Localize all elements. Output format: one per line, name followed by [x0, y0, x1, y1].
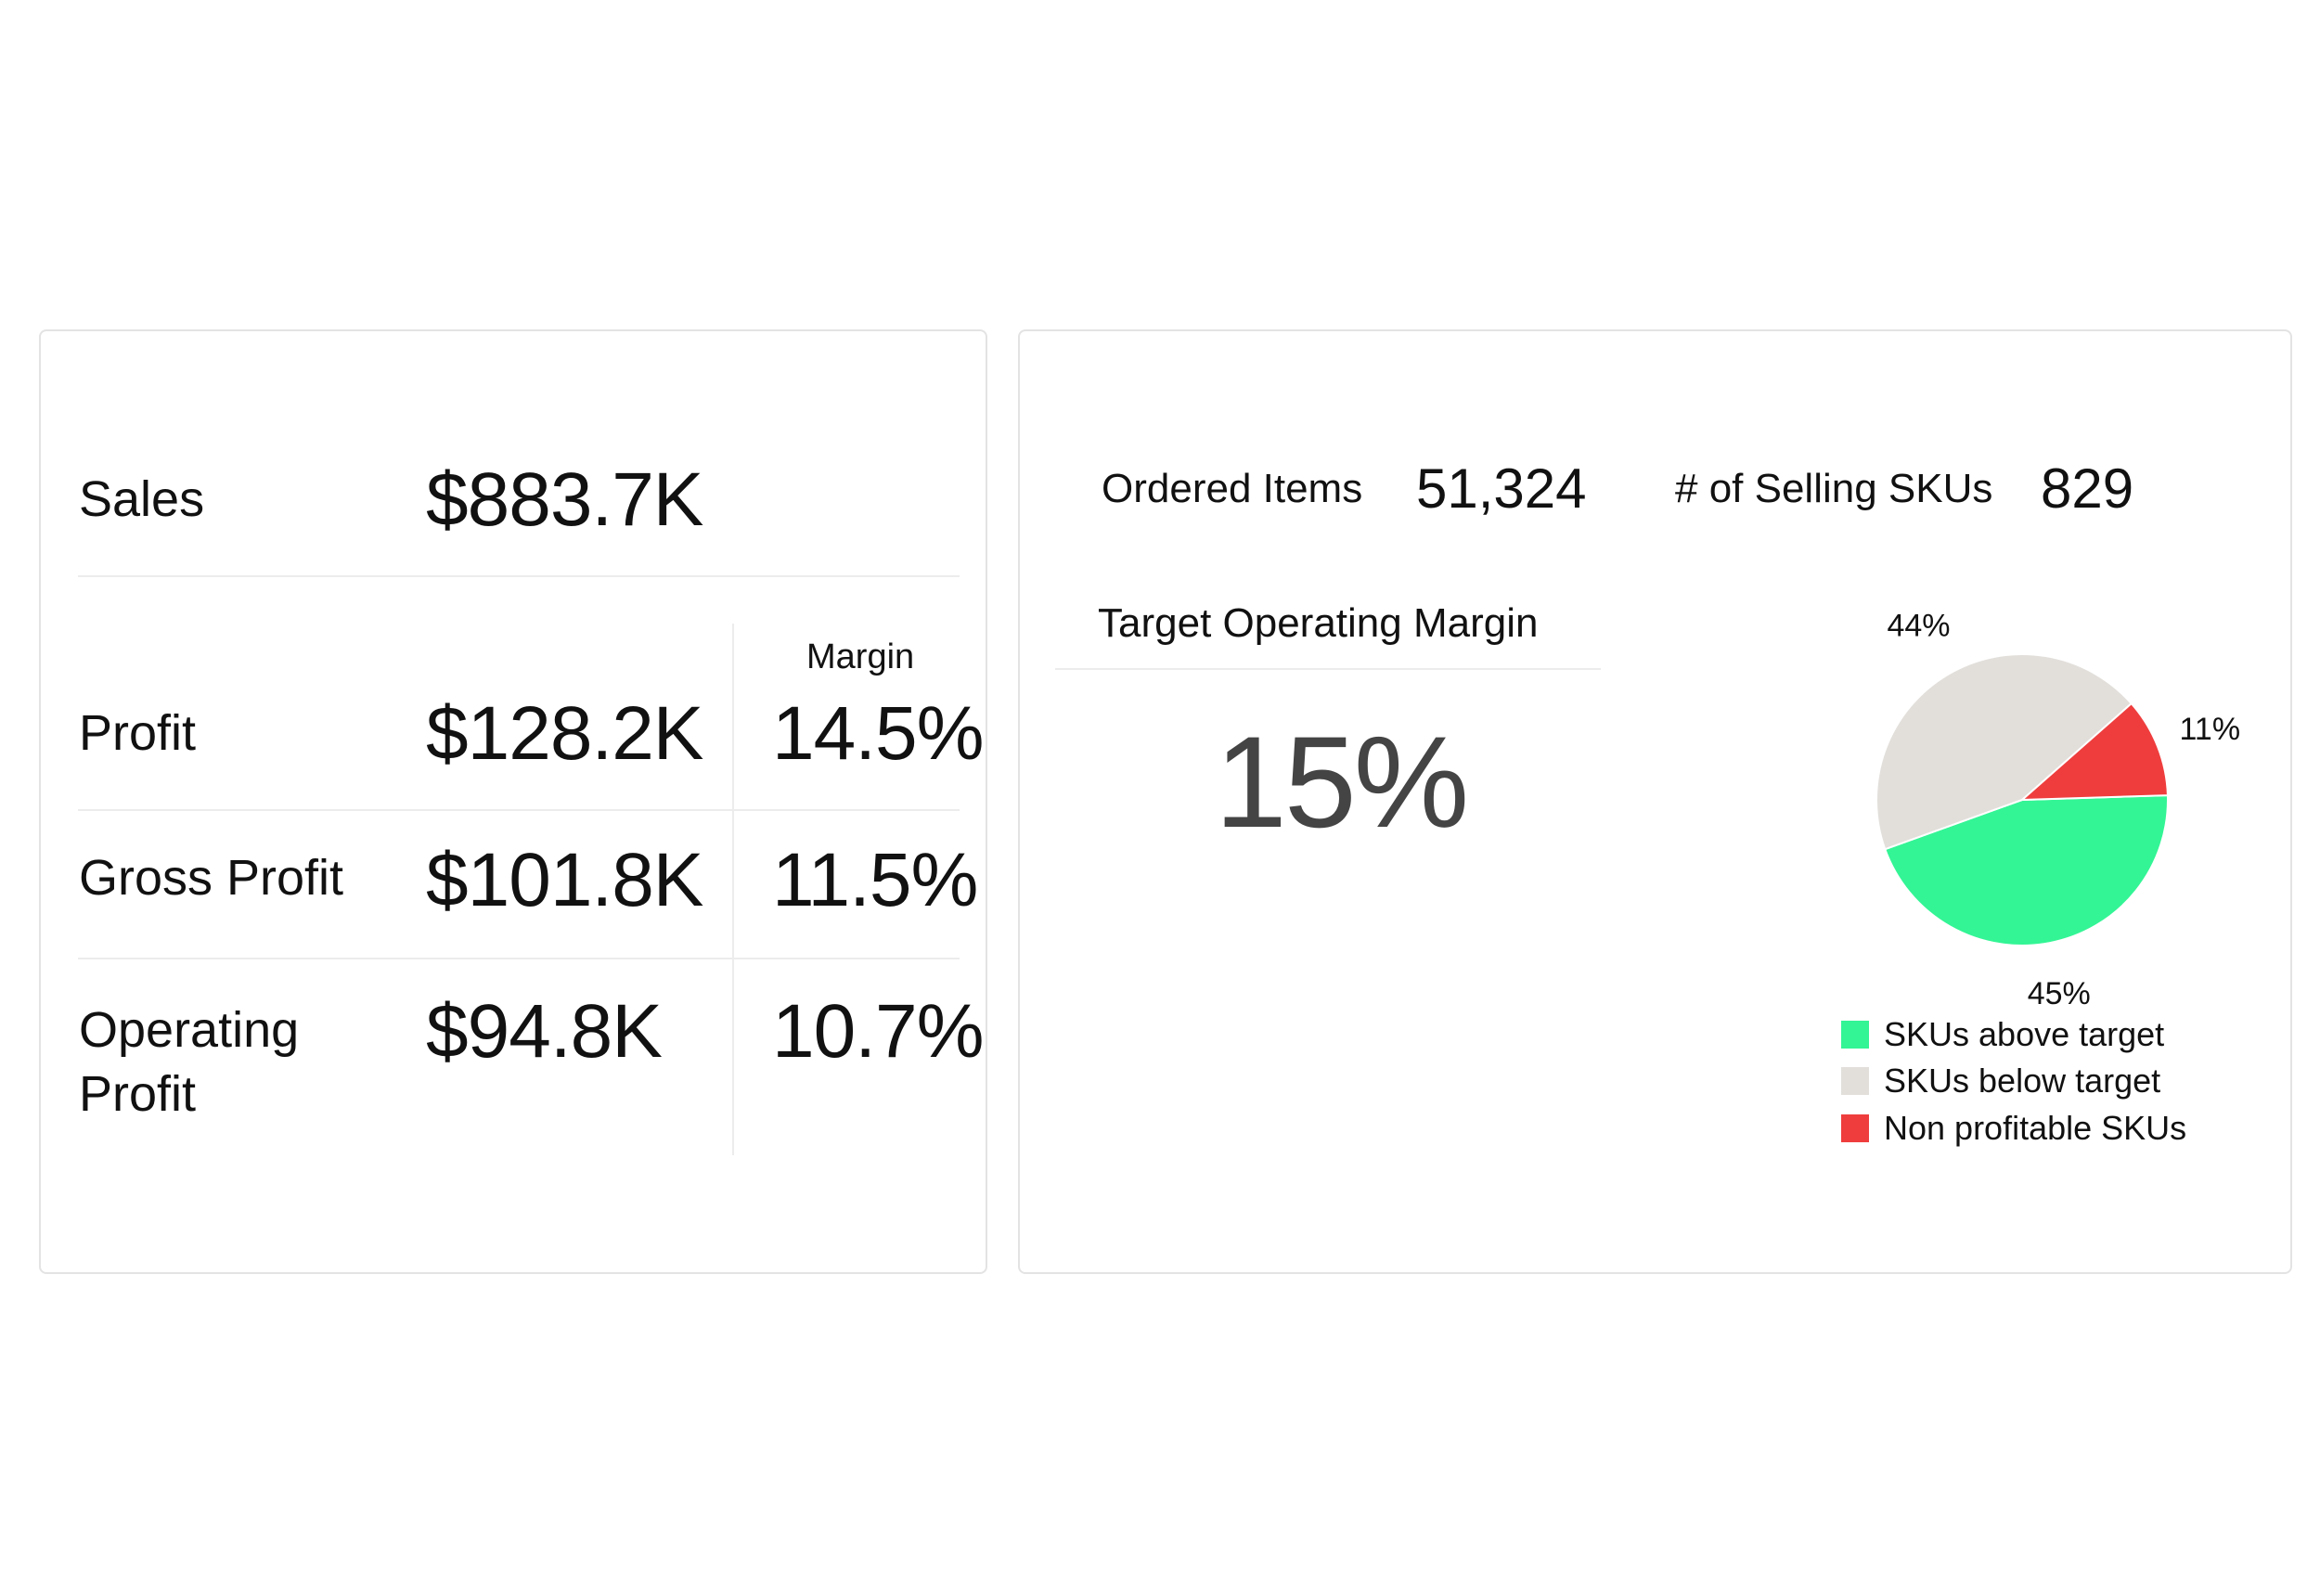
ordered-items-value: 51,324 — [1416, 457, 1587, 520]
target-operating-margin-label: Target Operating Margin — [1098, 600, 1539, 646]
ordered-items-label: Ordered Items — [1102, 466, 1363, 511]
legend-label: SKUs below target — [1884, 1062, 2161, 1100]
column-divider — [732, 624, 734, 1155]
gross-profit-label: Gross Profit — [79, 850, 344, 906]
sales-label: Sales — [79, 471, 205, 527]
legend-item-non-profitable: Non profitable SKUs — [1841, 1109, 2186, 1148]
pie-slice-non-profitable-skus — [2019, 701, 2169, 802]
legend-swatch-non-profitable — [1841, 1114, 1869, 1142]
profit-label: Profit — [79, 705, 197, 761]
legend-label: Non profitable SKUs — [1884, 1109, 2187, 1147]
pie-slice-skus-below-target — [1875, 653, 2133, 851]
gross-profit-margin: 11.5% — [772, 838, 978, 922]
sku-overview-card: Ordered Items 51,324 # of Selling SKUs 8… — [1018, 329, 2292, 1274]
legend-item-below-target: SKUs below target — [1841, 1062, 2160, 1100]
divider — [78, 958, 960, 959]
gross-profit-value: $101.8K — [426, 838, 703, 922]
legend-swatch-below-target — [1841, 1067, 1869, 1095]
financial-summary-card: Sales $883.7K Margin Profit $128.2K 14.5… — [39, 329, 987, 1274]
legend-label: SKUs above target — [1884, 1015, 2165, 1053]
pie-data-label: 44% — [1887, 608, 1950, 643]
legend-swatch-above-target — [1841, 1021, 1869, 1049]
legend-item-above-target: SKUs above target — [1841, 1015, 2164, 1054]
selling-skus-value: 829 — [2041, 457, 2134, 520]
operating-profit-label-line1: Operating — [79, 1002, 300, 1058]
operating-profit-margin: 10.7% — [772, 989, 985, 1074]
margin-header: Margin — [806, 637, 915, 676]
sales-value: $883.7K — [426, 457, 703, 542]
selling-skus-label: # of Selling SKUs — [1675, 466, 1993, 511]
divider — [1055, 668, 1601, 670]
profit-margin: 14.5% — [772, 691, 985, 776]
pie-data-label: 11% — [2180, 712, 2241, 747]
profit-value: $128.2K — [426, 691, 703, 776]
operating-profit-value: $94.8K — [426, 989, 663, 1074]
divider — [78, 575, 960, 577]
pie-slice-skus-above-target — [1884, 794, 2169, 946]
operating-profit-label-line2: Profit — [79, 1066, 197, 1122]
divider — [78, 809, 960, 811]
pie-data-label: 45% — [2028, 976, 2091, 1009]
sku-pie-chart: 45% 44% 11% — [1875, 608, 2241, 1009]
target-operating-margin-value: 15% — [1215, 709, 1469, 855]
